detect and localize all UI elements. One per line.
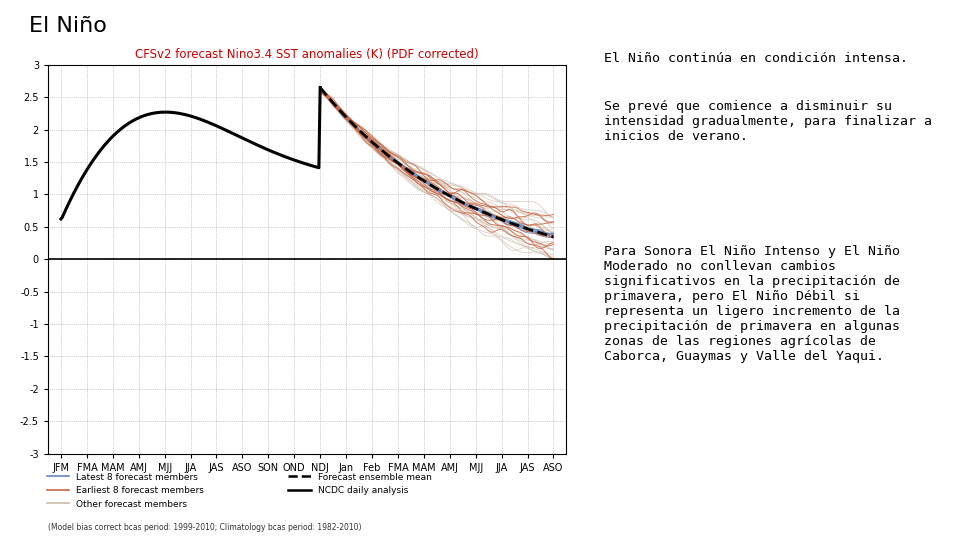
Text: Para Sonora El Niño Intenso y El Niño
Moderado no conllevan cambios
significativ: Para Sonora El Niño Intenso y El Niño Mo… <box>605 245 900 363</box>
Text: Se prevé que comience a disminuir su
intensidad gradualmente, para finalizar a
i: Se prevé que comience a disminuir su int… <box>605 100 932 143</box>
Text: (Model bias correct bcas period: 1999-2010; Climatology bcas period: 1982-2010): (Model bias correct bcas period: 1999-20… <box>48 523 362 532</box>
Legend: Forecast ensemble mean, NCDC daily analysis: Forecast ensemble mean, NCDC daily analy… <box>285 469 436 498</box>
Title: CFSv2 forecast Nino3.4 SST anomalies (K) (PDF corrected): CFSv2 forecast Nino3.4 SST anomalies (K)… <box>135 48 479 61</box>
Text: El Niño continúa en condición intensa.: El Niño continúa en condición intensa. <box>605 52 908 65</box>
Text: El Niño: El Niño <box>29 16 107 36</box>
